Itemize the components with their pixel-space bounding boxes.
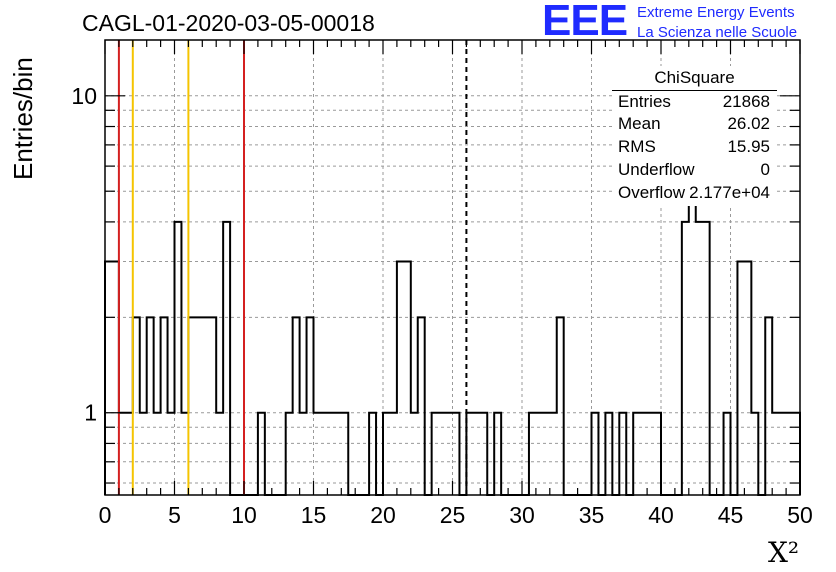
histogram-bin — [202, 317, 209, 495]
histogram-bin — [737, 262, 744, 495]
y-tick-label: 10 — [71, 83, 97, 109]
x-tick-label: 30 — [509, 502, 535, 528]
logo-line-1: Extreme Energy Events — [637, 4, 795, 21]
stats-key: Mean — [618, 114, 661, 133]
stats-value: 2.177e+04 — [689, 183, 770, 202]
stats-value: 0 — [760, 160, 770, 179]
x-tick-label: 0 — [99, 502, 112, 528]
logo-line-2: La Scienza nelle Scuole — [637, 24, 798, 41]
axis-ticks-layer: 0 5 10 15 20 25 30 35 40 45 50 1 10 — [71, 40, 813, 528]
stats-key: Underflow — [618, 160, 695, 179]
histogram-bin — [404, 262, 411, 495]
histogram-bin — [161, 317, 168, 495]
stats-value: 26.02 — [727, 114, 770, 133]
eee-logo: EEE Extreme Energy Events La Scienza nel… — [540, 0, 836, 46]
logo-mark: EEE — [542, 0, 628, 45]
y-tick-label: 1 — [84, 400, 97, 426]
stats-row-underflow: Underflow 0 — [618, 160, 770, 182]
x-tick-label: 35 — [579, 502, 605, 528]
stats-value: 15.95 — [727, 137, 770, 156]
x-tick-label: 40 — [648, 502, 674, 528]
x-tick-label: 10 — [231, 502, 257, 528]
histogram-bin — [147, 317, 154, 495]
histogram-bin — [696, 222, 703, 495]
stats-value: 21868 — [722, 92, 770, 111]
histogram-bin — [112, 262, 119, 495]
histogram-bin — [744, 262, 751, 495]
histogram-bin — [765, 317, 772, 495]
stats-box: ChiSquare Entries 21868 Mean 26.02 RMS 1… — [612, 66, 777, 206]
stats-row-entries: Entries 21868 — [618, 92, 770, 114]
stats-key: Entries — [618, 92, 671, 111]
histogram-bin — [209, 317, 216, 495]
stats-key: RMS — [618, 137, 656, 156]
x-tick-label: 45 — [718, 502, 744, 528]
histogram-bin — [703, 222, 710, 495]
histogram-bin — [105, 262, 112, 495]
histogram-bin — [223, 222, 230, 495]
y-axis-label: Entries/bin — [8, 57, 38, 180]
histogram-bin — [682, 222, 689, 495]
x-tick-label: 20 — [370, 502, 396, 528]
x-tick-label: 25 — [440, 502, 466, 528]
chart-title: CAGL-01-2020-03-05-00018 — [82, 10, 375, 36]
histogram-bin — [307, 317, 314, 495]
histogram-bin — [557, 317, 564, 495]
stats-divider — [612, 90, 777, 91]
stats-row-overflow: Overflow 2.177e+04 — [618, 183, 770, 205]
histogram-bin — [188, 317, 195, 495]
stats-title: ChiSquare — [654, 68, 735, 87]
x-axis-label: X² — [768, 536, 800, 569]
stats-row-mean: Mean 26.02 — [618, 114, 770, 136]
x-tick-label: 15 — [301, 502, 327, 528]
stats-row-rms: RMS 15.95 — [618, 137, 770, 159]
histogram-bin — [397, 262, 404, 495]
marker-lines-layer — [117, 40, 468, 495]
histogram-bin — [133, 317, 140, 495]
histogram-bin — [418, 317, 425, 495]
x-tick-label: 5 — [168, 502, 181, 528]
stats-key: Overflow — [618, 183, 686, 202]
x-tick-label: 50 — [787, 502, 813, 528]
histogram-bin — [195, 317, 202, 495]
histogram-bin — [293, 317, 300, 495]
histogram-bin — [175, 222, 182, 495]
